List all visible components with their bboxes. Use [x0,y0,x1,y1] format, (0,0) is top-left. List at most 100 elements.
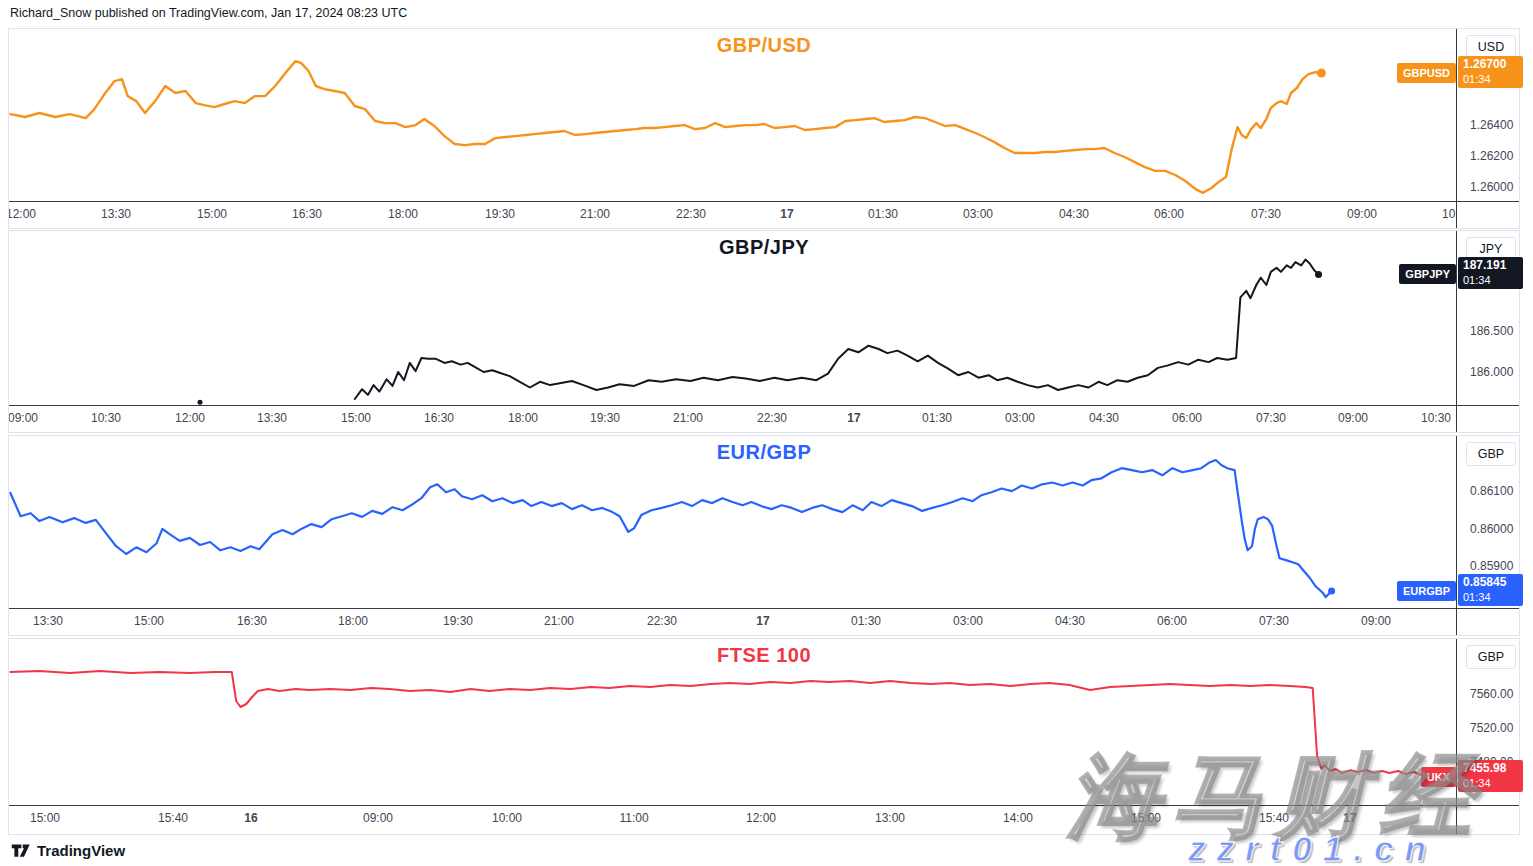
panel-ukx: FTSE 10015:0015:401609:0010:0011:0012:00… [8,638,1520,835]
time-tick-label: 18:00 [501,411,545,425]
price-tick-label: 186.000 [1470,365,1513,379]
panel-title-ukx: FTSE 100 [9,644,1519,667]
header-attribution: Richard_Snow published on TradingView.co… [10,6,407,20]
time-tick-label: 11:00 [612,811,656,825]
price-badge-ukx: 7455.9801:34 [1458,760,1523,792]
tradingview-logo-text[interactable]: TradingView [37,842,125,859]
time-axis-ukx: 15:0015:401609:0010:0011:0012:0013:0014:… [9,805,1519,834]
price-tick-label: 7560.00 [1470,687,1513,701]
time-axis-labels-gbpusd: 12:0013:3015:0016:3018:0019:3021:0022:30… [9,202,1456,228]
time-tick-label: 16:30 [230,614,274,628]
price-tick-label: 186.500 [1470,324,1513,338]
time-tick-label: 10:30 [1435,207,1456,221]
symbol-badge-eurgbp: EURGBP [1397,581,1456,601]
time-axis-labels-ukx: 15:0015:401609:0010:0011:0012:0013:0014:… [9,806,1456,834]
time-tick-label: 06:00 [1165,411,1209,425]
time-tick-label: 01:30 [861,207,905,221]
time-tick-label: 09:00 [1340,207,1384,221]
price-badge-gbpusd: 1.2670001:34 [1458,56,1523,88]
price-badge-value: 1.26700 [1463,57,1523,72]
time-tick-label: 07:30 [1252,614,1296,628]
panel-title-gbpjpy: GBP/JPY [9,236,1519,259]
time-tick-label: 12:00 [168,411,212,425]
time-tick-label: 10:30 [1414,411,1456,425]
time-tick-label: 10:00 [485,811,529,825]
time-tick-label: 22:30 [640,614,684,628]
time-tick-label: 03:00 [946,614,990,628]
time-tick-label: 19:30 [583,411,627,425]
time-tick-label: 09:00 [9,411,45,425]
price-badge-gbpjpy: 187.19101:34 [1458,257,1523,289]
price-tick-label: 7520.00 [1470,721,1513,735]
line-series-ukx [10,671,1444,777]
tradingview-snapshot-page: Richard_Snow published on TradingView.co… [0,0,1533,866]
time-tick-label: 13:30 [26,614,70,628]
time-tick-label: 03:00 [998,411,1042,425]
currency-button-ukx[interactable]: GBP [1466,645,1516,669]
time-tick-label: 15:00 [127,614,171,628]
price-badge-time: 01:34 [1463,72,1523,86]
time-tick-label: 13:00 [868,811,912,825]
price-scale-separator-gbpusd [1456,29,1457,228]
time-tick-label: 18:00 [331,614,375,628]
panel-title-eurgbp: EUR/GBP [9,441,1519,464]
time-axis-labels-gbpjpy: 09:00 10:30 12:00 13:30 15:00 16:30 18:00 19:30… [9,406,1456,432]
price-badge-eurgbp: 0.8584501:34 [1458,574,1523,606]
time-tick-label: 04:30 [1052,207,1096,221]
time-tick-label: 03:00 [956,207,1000,221]
time-tick-label: 07:30 [1249,411,1293,425]
price-tick-label: 0.86100 [1470,484,1513,498]
time-tick-label: 22:30 [669,207,713,221]
time-tick-label: 15:40 [151,811,195,825]
tradingview-logo-icon[interactable] [10,840,31,861]
currency-button-eurgbp[interactable]: GBP [1466,442,1516,466]
price-scale-separator-ukx [1456,639,1457,834]
symbol-badge-ukx: UKX [1421,767,1456,787]
time-tick-label: 06:00 [1150,614,1194,628]
time-axis-gbpusd: 12:0013:3015:0016:3018:0019:3021:0022:30… [9,201,1519,228]
price-badge-time: 01:34 [1463,776,1523,790]
price-badge-time: 01:34 [1463,273,1523,287]
price-tick-label: 1.26000 [1470,180,1513,194]
time-tick-label: 15:00 [23,811,67,825]
time-tick-label: 09:00 [1354,614,1398,628]
price-tick-label: 0.85900 [1470,559,1513,573]
time-tick-label: 15:00 [334,411,378,425]
time-tick-label: 14:00 [996,811,1040,825]
time-tick-label: 04:30 [1048,614,1092,628]
line-series-gbpusd [10,61,1321,193]
time-tick-label: 01:30 [844,614,888,628]
panel-title-gbpusd: GBP/USD [9,34,1519,57]
price-badge-value: 7455.98 [1463,761,1523,776]
time-tick-label: 16:30 [417,411,461,425]
price-tick-label: 0.86000 [1470,522,1513,536]
symbol-badge-gbpusd: GBPUSD [1397,63,1456,83]
time-tick-label: 15:40 [1252,811,1296,825]
time-tick-label: 12:00 [9,207,43,221]
price-scale-separator-gbpjpy [1456,231,1457,432]
last-price-dot-gbpusd [1317,69,1326,78]
time-tick-label: 15:00 [1124,811,1168,825]
time-tick-label: 21:00 [537,614,581,628]
time-tick-label: 13:30 [94,207,138,221]
price-badge-value: 0.85845 [1463,575,1523,590]
time-tick-label: 10:30 [84,411,128,425]
time-tick-label: 21:00 [666,411,710,425]
time-tick-label: 13:30 [250,411,294,425]
time-axis-eurgbp: 13:3015:0016:3018:0019:3021:0022:301701:… [9,608,1519,635]
time-tick-label: 07:30 [1244,207,1288,221]
symbol-badge-gbpjpy: GBPJPY [1399,264,1456,284]
time-tick-label: 12:00 [739,811,783,825]
time-tick-label: 18:00 [381,207,425,221]
time-tick-label: 04:30 [1082,411,1126,425]
last-price-dot-gbpjpy [1315,271,1322,278]
time-tick-label: 17 [765,207,809,221]
time-tick-label: 09:00 [1331,411,1375,425]
time-tick-label: 09:00 [356,811,400,825]
price-badge-time: 01:34 [1463,590,1523,604]
price-scale-separator-eurgbp [1456,436,1457,635]
time-tick-label: 16:30 [285,207,329,221]
time-tick-label: 17 [1328,811,1372,825]
time-tick-label: 19:30 [478,207,522,221]
panel-eurgbp: EUR/GBP13:3015:0016:3018:0019:3021:0022:… [8,435,1520,636]
